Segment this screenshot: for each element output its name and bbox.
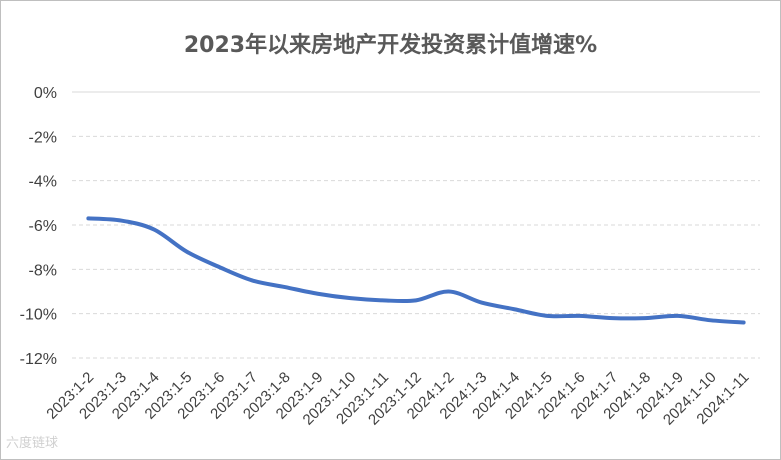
y-tick-label: -8% [29, 262, 57, 279]
y-tick-label: -10% [20, 307, 57, 324]
grid-lines [72, 91, 760, 359]
y-tick-label: 0% [34, 85, 57, 102]
y-tick-label: -6% [29, 218, 57, 235]
y-axis-ticks: 0% -2% -4% -6% -8% -10% -12% [20, 85, 57, 368]
watermark: 六度链球 [6, 436, 59, 451]
series-line [86, 216, 746, 325]
y-tick-label: -4% [29, 174, 57, 191]
chart-title: 2023年以来房地产开发投资累计值增速% [183, 33, 598, 58]
y-tick-label: -12% [20, 351, 57, 368]
series-group [86, 216, 746, 325]
x-axis-ticks: 2023:1-22023:1-32023:1-42023:1-52023:1-6… [43, 369, 752, 429]
y-tick-label: -2% [29, 129, 57, 146]
